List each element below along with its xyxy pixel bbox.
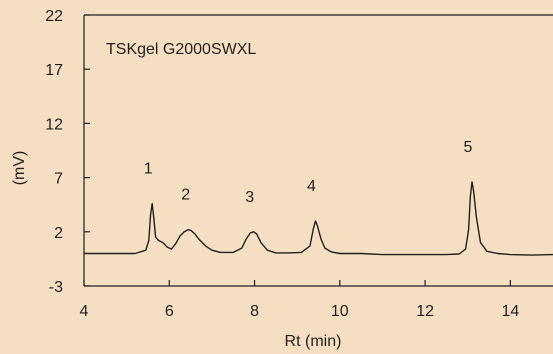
plot-frame [83,14,553,287]
peak-labels: 1 2 3 4 5 [144,139,473,206]
x-tick-label: 14 [501,303,519,320]
y-tick-label: 2 [54,225,63,242]
x-tick-label: 10 [331,303,349,320]
x-tick-label: 4 [80,303,89,320]
y-tick-label: -3 [49,279,63,296]
column-annotation: TSKgel G2000SWXL [106,41,256,58]
peak-label-4: 4 [307,178,316,195]
y-tick-label: 7 [54,171,63,188]
y-axis: -3 2 7 12 17 22 [45,8,90,296]
peak-label-3: 3 [245,189,254,206]
x-tick-label: 12 [416,303,434,320]
x-tick-label: 8 [250,303,259,320]
peak-label-5: 5 [464,139,473,156]
peak-label-2: 2 [181,187,190,204]
y-tick-label: 17 [45,62,63,79]
y-axis-label: (mV) [11,151,28,186]
chromatogram-trace [84,181,553,256]
peak-label-1: 1 [144,161,153,178]
x-axis: 4 6 8 10 12 14 [80,280,519,320]
y-tick-label: 12 [45,116,63,133]
x-axis-label: Rt (min) [285,333,342,350]
x-tick-label: 6 [165,303,174,320]
y-tick-label: 22 [45,8,63,25]
